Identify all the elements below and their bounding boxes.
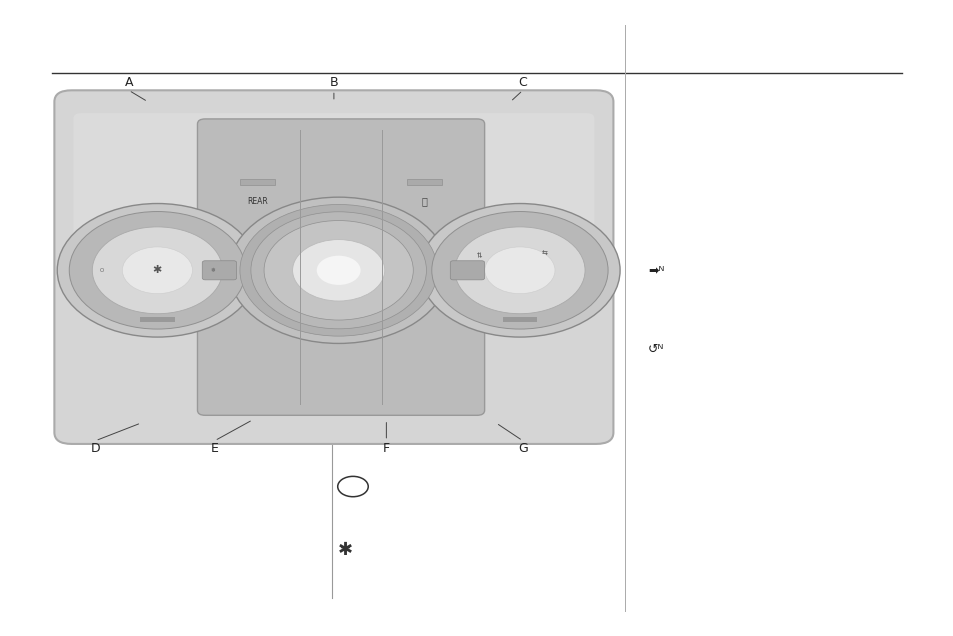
Circle shape: [316, 256, 360, 285]
Text: E: E: [211, 442, 218, 455]
FancyBboxPatch shape: [450, 261, 484, 280]
Text: B: B: [329, 76, 338, 89]
Text: G: G: [517, 442, 527, 455]
Text: C: C: [517, 76, 527, 89]
Text: 🚗: 🚗: [421, 197, 427, 206]
Circle shape: [122, 247, 193, 294]
Circle shape: [251, 212, 426, 329]
Circle shape: [57, 204, 257, 337]
Text: A: A: [125, 76, 132, 89]
FancyBboxPatch shape: [73, 113, 594, 256]
Text: ❅: ❅: [210, 268, 214, 273]
Circle shape: [229, 197, 448, 343]
FancyBboxPatch shape: [197, 119, 484, 415]
Circle shape: [293, 240, 384, 301]
Text: ⇄: ⇄: [478, 251, 484, 256]
FancyBboxPatch shape: [202, 261, 236, 280]
Text: D: D: [91, 442, 100, 455]
Bar: [140, 317, 174, 322]
Text: O: O: [100, 268, 104, 273]
Circle shape: [432, 212, 607, 329]
Bar: [240, 179, 274, 186]
Text: REAR: REAR: [247, 197, 268, 206]
Circle shape: [419, 204, 619, 337]
Circle shape: [92, 227, 222, 314]
Text: ➡ᴺ: ➡ᴺ: [647, 264, 664, 277]
Text: F: F: [382, 442, 390, 455]
Circle shape: [240, 204, 436, 336]
Text: ✱: ✱: [152, 265, 162, 275]
Text: ⁘: ⁘: [337, 541, 353, 559]
Bar: [407, 179, 441, 186]
Text: ↺ᴺ: ↺ᴺ: [647, 343, 664, 356]
Circle shape: [70, 212, 245, 329]
Bar: [502, 317, 537, 322]
FancyBboxPatch shape: [54, 90, 613, 444]
Circle shape: [264, 221, 413, 320]
Circle shape: [484, 247, 555, 294]
Circle shape: [455, 227, 584, 314]
Text: ✱: ✱: [337, 541, 353, 559]
Text: ⇆: ⇆: [541, 251, 547, 256]
